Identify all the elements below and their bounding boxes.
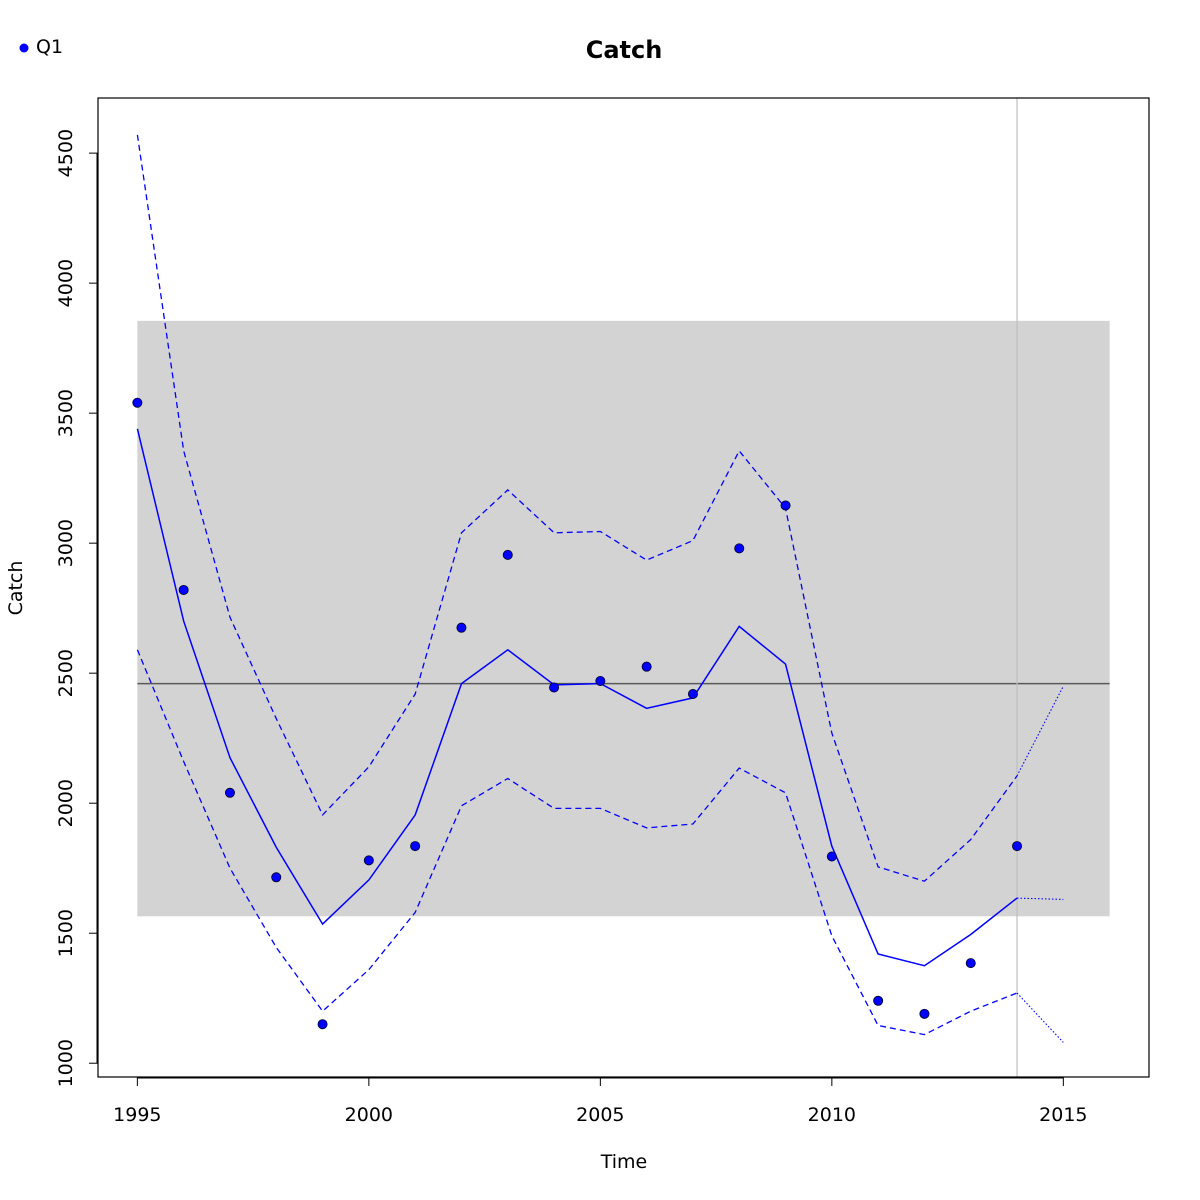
y-tick-label: 1500 xyxy=(55,909,77,957)
observed-point xyxy=(317,1019,328,1030)
x-tick-label: 2000 xyxy=(345,1104,393,1126)
y-tick-label: 2000 xyxy=(55,779,77,827)
observed-point xyxy=(132,397,143,408)
lower-ci-line xyxy=(136,649,1018,1036)
series-layer xyxy=(136,134,1064,1043)
observed-point xyxy=(734,543,745,554)
x-axis-label: Time xyxy=(600,1151,648,1173)
x-tick-label: 2015 xyxy=(1039,1104,1087,1126)
y-tick-label: 4500 xyxy=(55,129,77,177)
plot-frame xyxy=(97,97,1150,1078)
band-layer xyxy=(137,320,1110,917)
y-tick-label: 3000 xyxy=(55,519,77,567)
forecast-upper-line xyxy=(1016,685,1064,777)
reference-lines xyxy=(137,98,1110,1077)
y-tick-label: 3500 xyxy=(55,389,77,437)
confidence-band xyxy=(137,320,1110,917)
observed-point xyxy=(410,841,421,852)
x-tick-label: 2005 xyxy=(576,1104,624,1126)
observed-point xyxy=(826,851,837,862)
observed-point xyxy=(641,661,652,672)
legend-label-q1: Q1 xyxy=(36,36,63,58)
y-axis: 1000 1500 2000 2500 3000 3500 4000 4500 xyxy=(55,129,98,1087)
observed-point xyxy=(456,622,467,633)
observed-point xyxy=(271,872,282,883)
chart-title: Catch xyxy=(586,36,663,64)
y-tick-label: 1000 xyxy=(55,1039,77,1087)
observed-point xyxy=(178,584,189,595)
observed-point xyxy=(549,682,560,693)
observed-point xyxy=(965,958,976,969)
fitted-line xyxy=(136,428,1018,967)
points-layer xyxy=(132,397,1023,1030)
observed-point xyxy=(595,675,606,686)
observed-point xyxy=(873,995,884,1006)
observed-point xyxy=(502,549,513,560)
legend-marker-q1 xyxy=(19,43,29,53)
observed-point xyxy=(919,1008,930,1019)
y-axis-label: Catch xyxy=(5,561,27,616)
legend: Q1 xyxy=(19,36,63,58)
y-tick-label: 4000 xyxy=(55,259,77,307)
observed-point xyxy=(363,855,374,866)
observed-point xyxy=(224,787,235,798)
forecast-fitted-line xyxy=(1016,897,1064,900)
forecast-lower-line xyxy=(1016,992,1064,1043)
upper-ci-line xyxy=(136,134,1018,882)
y-tick-label: 2500 xyxy=(55,649,77,697)
x-axis: 1995 2000 2005 2010 2015 xyxy=(113,1077,1088,1126)
observed-point xyxy=(687,688,698,699)
observed-point xyxy=(1012,841,1023,852)
observed-point xyxy=(780,500,791,511)
x-tick-label: 2010 xyxy=(808,1104,856,1126)
x-tick-label: 1995 xyxy=(113,1104,161,1126)
